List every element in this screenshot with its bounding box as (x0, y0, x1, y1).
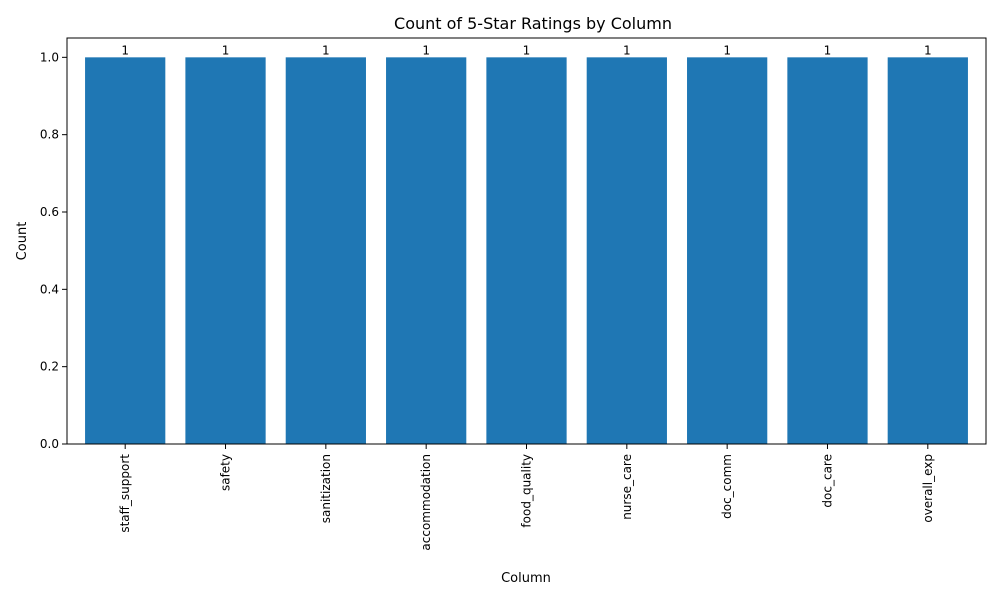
x-tick-label-safety: safety (219, 454, 233, 491)
bar-label-overall_exp: 1 (924, 43, 932, 57)
bar-label-doc_comm: 1 (723, 43, 731, 57)
x-tick-label-nurse_care: nurse_care (620, 454, 634, 520)
y-tick-label-0.0: 0.0 (40, 437, 59, 451)
bar-safety (185, 57, 266, 444)
y-tick-label-0.6: 0.6 (40, 205, 59, 219)
bar-accommodation (386, 57, 467, 444)
y-tick-label-1.0: 1.0 (40, 50, 59, 64)
bar-overall_exp (887, 57, 968, 444)
x-tick-label-overall_exp: overall_exp (921, 454, 935, 523)
x-tick-label-food_quality: food_quality (520, 454, 534, 528)
y-axis-label: Count (15, 222, 30, 261)
bar-label-nurse_care: 1 (623, 43, 631, 57)
y-tick-label-0.8: 0.8 (40, 128, 59, 142)
bar-label-sanitization: 1 (322, 43, 330, 57)
bar-doc_care (787, 57, 868, 444)
y-tick-label-0.4: 0.4 (40, 282, 59, 296)
x-tick-label-accommodation: accommodation (419, 454, 433, 551)
bar-sanitization (285, 57, 366, 444)
bar-staff_support (85, 57, 166, 444)
bar-label-accommodation: 1 (422, 43, 430, 57)
x-axis-label: Column (501, 571, 551, 586)
bars (85, 57, 968, 444)
bar-nurse_care (586, 57, 667, 444)
plot-frame (66, 37, 987, 445)
x-tick-label-staff_support: staff_support (118, 454, 132, 533)
bar-data-labels: 1 1 1 1 1 1 1 1 1 (121, 43, 931, 57)
chart-title: Count of 5-Star Ratings by Column (394, 14, 672, 33)
bar-label-safety: 1 (222, 43, 230, 57)
bar-label-food_quality: 1 (523, 43, 531, 57)
bar-doc_comm (687, 57, 768, 444)
x-tick-label-doc_comm: doc_comm (720, 454, 734, 519)
y-tick-label-0.2: 0.2 (40, 360, 59, 374)
bar-food_quality (486, 57, 567, 444)
x-axis-ticks: staff_support safety sanitization accommoda… (118, 444, 935, 551)
x-tick-label-sanitization: sanitization (319, 454, 333, 523)
bar-label-doc_care: 1 (824, 43, 832, 57)
y-axis-ticks: 0.0 0.2 0.4 0.6 0.8 1.0 (40, 50, 67, 451)
bar-label-staff_support: 1 (121, 43, 129, 57)
x-tick-label-doc_care: doc_care (820, 454, 834, 508)
